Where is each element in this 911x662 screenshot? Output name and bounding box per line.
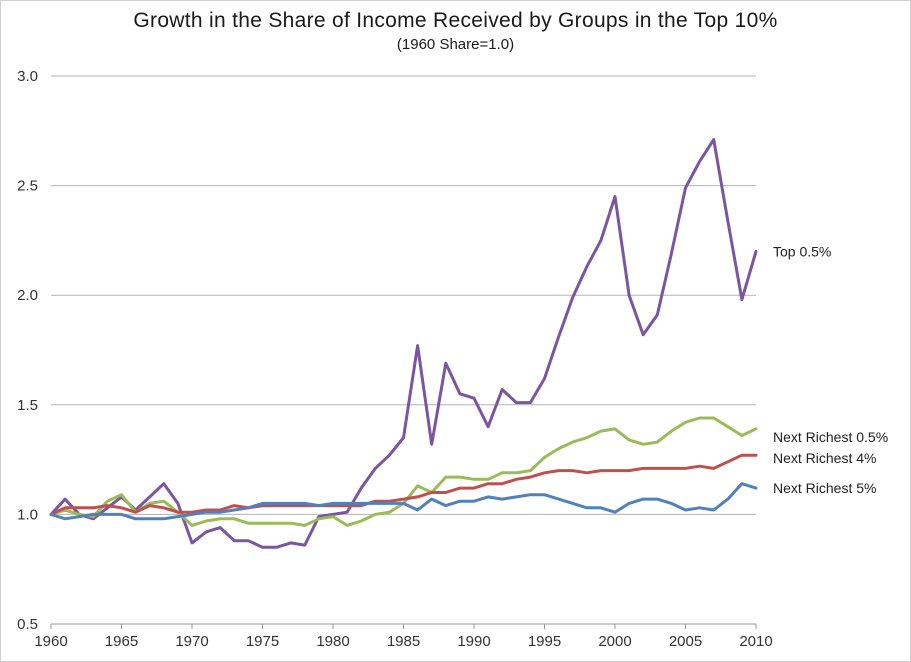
x-tick-label: 1995 [528,633,561,650]
x-tick-label: 1980 [316,633,349,650]
series-label: Next Richest 4% [773,450,876,466]
y-tick-label: 0.5 [17,616,38,633]
series-line-top-0-5 [49,138,758,549]
y-tick-label: 1.0 [17,506,38,523]
chart-subtitle: (1960 Share=1.0) [396,36,515,53]
series-line-next-richest-4 [49,453,758,516]
x-tick-label: 2005 [669,633,702,650]
series-label: Top 0.5% [773,243,831,259]
chart-title: Growth in the Share of Income Received b… [133,9,778,32]
x-tick-label: 1960 [34,633,67,650]
y-tick-label: 3.0 [17,68,38,85]
series-label: Next Richest 0.5% [773,429,888,445]
x-tick-label: 2010 [739,633,772,650]
series-labels: Top 0.5% Next Richest 0.5% Next Richest 4%… [773,243,888,496]
axes: 0.5 1.0 1.5 2.0 2.5 3.0 1960 1965 1970 1975 1980 19… [17,68,773,650]
x-tick-label: 1975 [246,633,279,650]
series-label: Next Richest 5% [773,480,876,496]
series-lines [49,138,758,549]
y-tick-label: 2.0 [17,287,38,304]
x-tick-label: 1990 [457,633,490,650]
x-tick-label: 1965 [105,633,138,650]
x-tick-label: 2000 [598,633,631,650]
y-tick-label: 1.5 [17,397,38,414]
gridlines [51,75,756,515]
x-tick-label: 1985 [387,633,420,650]
x-tick-label: 1970 [175,633,208,650]
chart-title-block: Growth in the Share of Income Received b… [0,8,911,56]
y-tick-label: 2.5 [17,178,38,195]
series-line-next-richest-5 [49,482,758,521]
